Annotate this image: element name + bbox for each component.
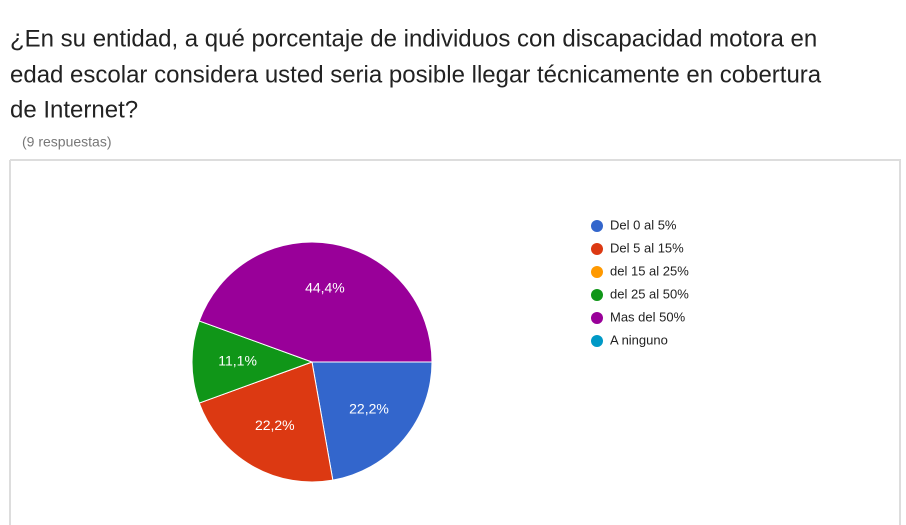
legend-marker (591, 289, 603, 301)
pie-slice (311, 361, 433, 481)
slice-label: 22,2% (349, 401, 389, 417)
pie-slice (191, 320, 314, 404)
card-border (9, 159, 901, 525)
chart-title: ¿En su entidad, a qué porcentaje de indi… (10, 25, 817, 52)
legend-marker (591, 312, 603, 324)
pie-slice (198, 241, 433, 363)
legend-marker (591, 266, 603, 278)
chart-subtitle: (9 respuestas) (22, 134, 111, 150)
slice-label: 11,1% (218, 353, 257, 369)
legend-marker (591, 243, 603, 255)
chart-title: edad escolar considera usted seria posib… (10, 61, 822, 88)
slice-label: 22,2% (255, 417, 295, 433)
legend-marker (591, 335, 603, 347)
legend-label: Del 0 al 5% (610, 217, 677, 232)
pie-slice (198, 361, 334, 483)
chart-title: de Internet? (10, 96, 138, 123)
legend-label: A ninguno (610, 332, 668, 347)
legend-label: del 15 al 25% (610, 263, 689, 278)
slice-label: 44,4% (305, 279, 345, 295)
legend-label: Del 5 al 15% (610, 240, 684, 255)
legend-label: del 25 al 50% (610, 286, 689, 301)
legend-label: Mas del 50% (610, 309, 686, 324)
legend-marker (591, 220, 603, 232)
